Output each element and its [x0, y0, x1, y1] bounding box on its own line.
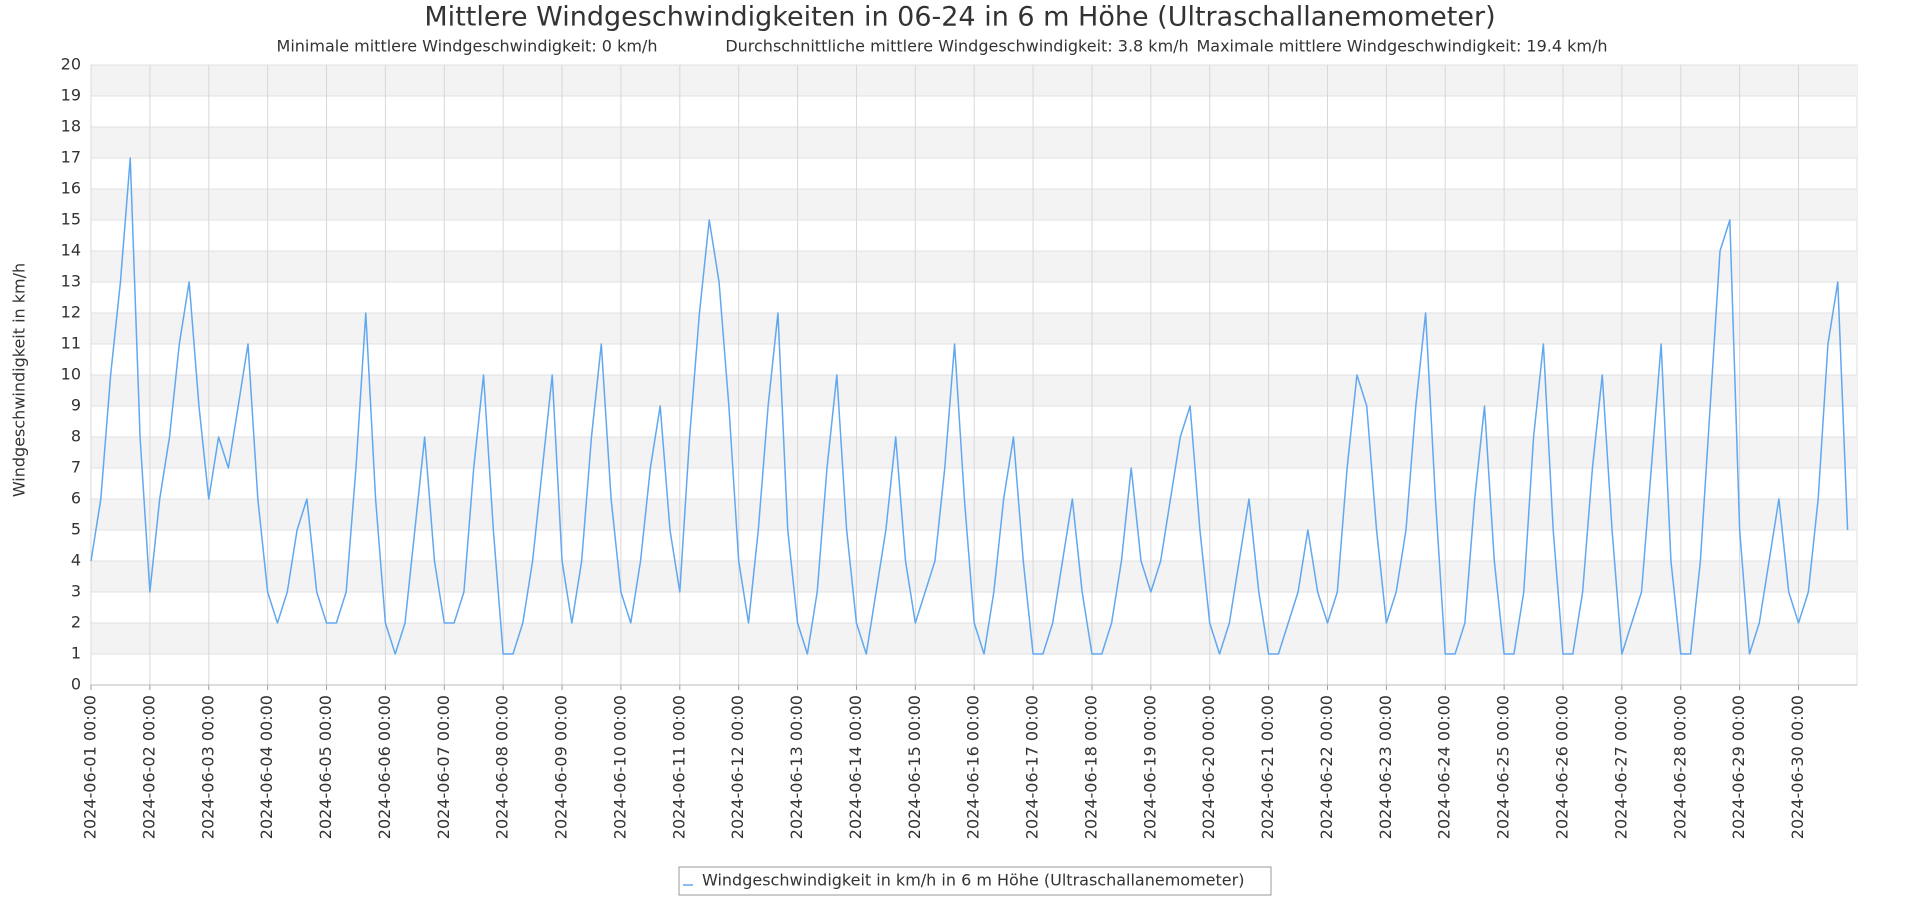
x-tick-label: 2024-06-28 00:00: [1670, 695, 1689, 839]
y-tick-label: 9: [71, 396, 81, 415]
y-tick-label: 14: [61, 241, 81, 260]
y-axis-label: Windgeschwindigkeit in km/h: [10, 263, 29, 497]
series-line: [90, 157, 1849, 655]
y-tick-label: 10: [61, 365, 81, 384]
x-tick-label: 2024-06-11 00:00: [669, 695, 688, 839]
x-tick-label: 2024-06-16 00:00: [964, 695, 983, 839]
x-tick-label: 2024-06-03 00:00: [198, 695, 217, 839]
x-tick-label: 2024-06-19 00:00: [1140, 695, 1159, 839]
y-tick-label: 7: [71, 458, 81, 477]
x-tick-label: 2024-06-01 00:00: [81, 695, 100, 839]
y-tick-label: 5: [71, 520, 81, 539]
chart-title: Mittlere Windgeschwindigkeiten in 06-24 …: [424, 2, 1495, 33]
x-tick-label: 2024-06-12 00:00: [728, 695, 747, 839]
x-tick-label: 2024-06-10 00:00: [610, 695, 629, 839]
x-tick-label: 2024-06-14 00:00: [846, 695, 865, 839]
x-tick-label: 2024-06-18 00:00: [1081, 695, 1100, 839]
x-tick-label: 2024-06-29 00:00: [1729, 695, 1748, 839]
grid: [90, 64, 1857, 686]
y-tick-label: 18: [61, 117, 81, 136]
x-tick-label: 2024-06-15 00:00: [905, 695, 924, 839]
y-tick-label: 15: [61, 210, 81, 229]
y-tick-label: 6: [71, 489, 81, 508]
x-tick-label: 2024-06-30 00:00: [1788, 695, 1807, 839]
y-tick-label: 19: [61, 86, 81, 105]
x-tick-label: 2024-06-17 00:00: [1023, 695, 1042, 839]
x-tick-label: 2024-06-26 00:00: [1553, 695, 1572, 839]
axes: 012345678910111213141516171819202024-06-…: [61, 55, 1857, 839]
y-tick-label: 3: [71, 582, 81, 601]
x-tick-label: 2024-06-22 00:00: [1317, 695, 1336, 839]
y-tick-label: 2: [71, 613, 81, 632]
legend-box: [678, 866, 1272, 896]
x-tick-label: 2024-06-05 00:00: [316, 695, 335, 839]
x-tick-label: 2024-06-04 00:00: [257, 695, 276, 839]
x-tick-label: 2024-06-07 00:00: [434, 695, 453, 839]
y-tick-label: 20: [61, 55, 81, 74]
x-tick-label: 2024-06-13 00:00: [787, 695, 806, 839]
y-tick-label: 1: [71, 644, 81, 663]
x-tick-label: 2024-06-24 00:00: [1435, 695, 1454, 839]
x-tick-label: 2024-06-06 00:00: [375, 695, 394, 839]
x-tick-label: 2024-06-25 00:00: [1494, 695, 1513, 839]
subtitle: Durchschnittliche mittlere Windgeschwind…: [725, 37, 1188, 56]
plot: [90, 157, 1849, 655]
y-tick-label: 13: [61, 272, 81, 291]
y-tick-label: 8: [71, 427, 81, 446]
x-tick-label: 2024-06-08 00:00: [493, 695, 512, 839]
x-tick-label: 2024-06-27 00:00: [1611, 695, 1630, 839]
y-tick-label: 0: [71, 675, 81, 694]
subtitle: Maximale mittlere Windgeschwindigkeit: 1…: [1196, 37, 1607, 56]
x-tick-label: 2024-06-02 00:00: [139, 695, 158, 839]
x-tick-label: 2024-06-23 00:00: [1376, 695, 1395, 839]
y-tick-label: 16: [61, 179, 81, 198]
legend-label: Windgeschwindigkeit in km/h in 6 m Höhe …: [702, 871, 1244, 890]
x-tick-label: 2024-06-21 00:00: [1258, 695, 1277, 839]
x-tick-label: 2024-06-20 00:00: [1199, 695, 1218, 839]
subtitle: Minimale mittlere Windgeschwindigkeit: 0…: [277, 37, 658, 56]
y-tick-label: 11: [61, 334, 81, 353]
y-tick-label: 4: [71, 551, 81, 570]
x-tick-label: 2024-06-09 00:00: [552, 695, 571, 839]
y-tick-label: 12: [61, 303, 81, 322]
y-tick-label: 17: [61, 148, 81, 167]
legend: Windgeschwindigkeit in km/h in 6 m Höhe …: [683, 871, 1244, 890]
